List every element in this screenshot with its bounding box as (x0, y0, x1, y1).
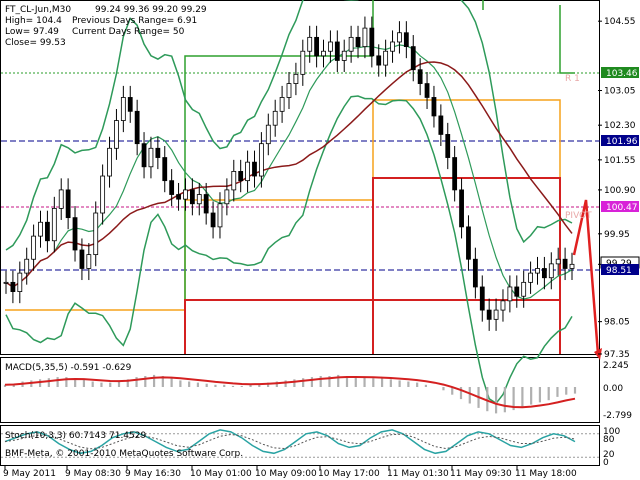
close-label: Close= 99.53 (5, 38, 66, 48)
cur-range-label: Current Days Range= 50 (72, 27, 185, 37)
price-tick: 100.90 (604, 186, 636, 196)
bollinger-bands (5, 0, 573, 405)
time-tick: 10 May 09:00 (255, 469, 317, 479)
level-b-price-label: 98.51 (606, 266, 632, 276)
time-tick: 9 May 2011 (3, 469, 56, 479)
stoch-axis-20: 20 (603, 450, 615, 460)
prev-range-label: Previous Days Range= 6.91 (72, 16, 197, 26)
stoch-axis-0: 0 (603, 458, 609, 468)
level-a-price-box (601, 135, 639, 146)
ohlc-label: 99.24 99.36 99.20 99.29 (95, 5, 207, 15)
pivot-price-label: 100.47 (606, 203, 638, 213)
price-tick: 97.35 (604, 350, 630, 360)
pivot-tag: PIVOT (565, 211, 592, 221)
price-tick: 104.55 (604, 17, 636, 27)
stoch-axis-100: 100 (603, 427, 620, 437)
macd-axis-top: 2.245 (603, 361, 629, 371)
price-tick: 102.30 (604, 121, 636, 131)
low-label: Low= 97.49 (5, 27, 59, 37)
time-tick: 11 May 01:30 (387, 469, 449, 479)
time-tick: 10 May 17:00 (318, 469, 380, 479)
copyright-label: BMF-Meta, © 2001-2010 MetaQuotes Softwar… (5, 449, 243, 459)
symbol-label: FT_CL-Jun,M30 (5, 5, 71, 15)
price-tick: 101.55 (604, 156, 636, 166)
level-a-price-label: 101.96 (606, 137, 638, 147)
price-tick: 99.95 (604, 230, 630, 240)
time-axis: 9 May 2011 9 May 08:30 9 May 16:30 10 May 0… (3, 466, 577, 479)
r1-price-label: 103.46 (606, 69, 638, 79)
time-tick: 10 May 01:00 (190, 469, 252, 479)
chart-header: FT_CL-Jun,M30 99.24 99.36 99.20 99.29 Hi… (5, 5, 207, 48)
r1-tag: R 1 (565, 74, 580, 84)
macd-axis-zero: 0.00 (603, 384, 623, 394)
stoch-axis-80: 80 (603, 435, 615, 445)
time-tick: 11 May 09:30 (450, 469, 512, 479)
time-tick: 11 May 18:00 (515, 469, 577, 479)
macd-axis-bottom: -2.799 (603, 411, 632, 421)
price-tick: 103.05 (604, 87, 636, 97)
macd-label: MACD(5,35,5) -0.591 -0.629 (5, 363, 132, 373)
time-tick: 9 May 16:30 (125, 469, 181, 479)
pivot-price-box (601, 201, 639, 212)
level-b-price-box (601, 264, 639, 275)
stochastic-lines (1, 429, 600, 458)
price-tick: 98.05 (604, 318, 630, 328)
r1-price-box (601, 67, 639, 78)
macd-frame (0, 357, 600, 423)
stoch-label: Stoch(10,3,3) 60.7143 71.4529 (5, 431, 146, 441)
macd-histogram (3, 374, 577, 414)
high-label: High= 104.4 (5, 16, 62, 26)
price-candles (3, 16, 575, 331)
time-tick: 9 May 08:30 (65, 469, 121, 479)
